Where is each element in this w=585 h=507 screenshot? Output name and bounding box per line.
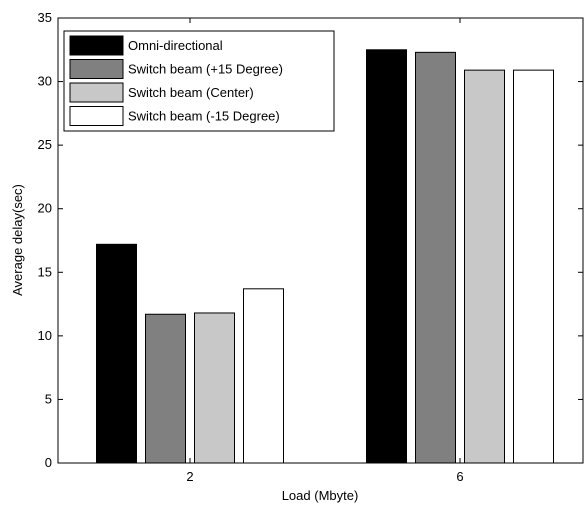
bar-3-category-6 — [464, 69, 505, 464]
y-tick-label: 35 — [38, 10, 52, 25]
y-axis-label: Average delay(sec) — [10, 184, 25, 296]
bar-4-category-2 — [243, 288, 284, 464]
bars-group — [96, 49, 554, 464]
plot-frame — [57, 17, 584, 464]
legend-label-4: Switch beam (-15 Degree) — [128, 109, 280, 124]
y-tick-label: 15 — [38, 264, 52, 279]
y-tick-label: 10 — [38, 328, 52, 343]
bar-2-category-6 — [415, 51, 456, 464]
axes-group — [57, 17, 584, 464]
legend-label-2: Switch beam (+15 Degree) — [128, 62, 283, 77]
y-tick-label: 0 — [45, 455, 52, 470]
legend-swatch-4 — [69, 106, 124, 126]
bar-1-category-2 — [96, 243, 137, 464]
legend-label-1: Omni-directional — [128, 38, 223, 53]
ticks-group: 0 5 10 15 20 25 30 35 2 6 — [38, 10, 583, 484]
legend: Omni-directional Switch beam (+15 Degree)… — [63, 30, 335, 132]
x-axis-label: Load (Mbyte) — [282, 488, 359, 503]
y-tick-label: 5 — [45, 391, 52, 406]
legend-swatch-1 — [69, 35, 124, 56]
y-tick-label: 20 — [38, 201, 52, 216]
x-tick-label: 6 — [456, 469, 463, 484]
x-tick-label: 2 — [186, 469, 193, 484]
legend-label-3: Switch beam (Center) — [128, 85, 254, 100]
bar-1-category-6 — [366, 49, 407, 464]
bar-4-category-6 — [513, 69, 554, 464]
bar-3-category-2 — [194, 312, 235, 464]
legend-swatch-2 — [69, 59, 124, 79]
legend-swatch-3 — [69, 82, 124, 103]
y-tick-label: 30 — [38, 74, 52, 89]
y-tick-label: 25 — [38, 137, 52, 152]
bar-2-category-2 — [145, 313, 186, 464]
